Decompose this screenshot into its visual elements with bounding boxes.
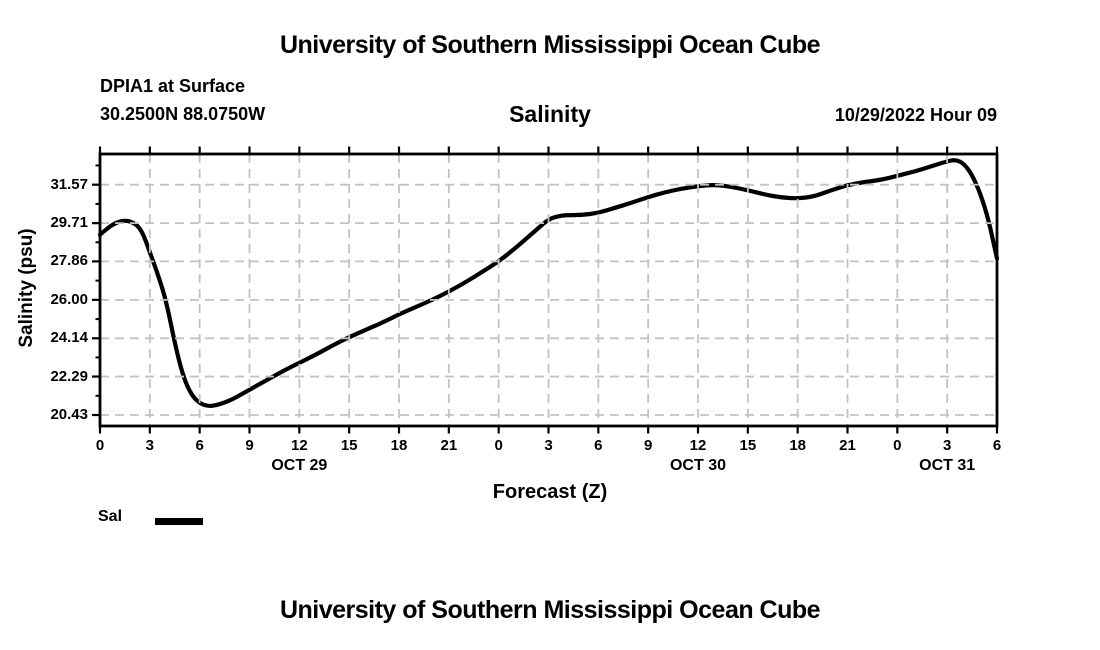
- x-tick-label: 0: [893, 437, 902, 454]
- x-tick-label: 0: [494, 437, 503, 454]
- x-tick-label: 18: [390, 437, 408, 454]
- x-tick-label: 6: [594, 437, 603, 454]
- model-run-time: 10/29/2022 Hour 09: [834, 105, 997, 125]
- x-tick-label: 12: [689, 437, 707, 454]
- x-day-label: OCT 30: [669, 457, 726, 474]
- grid-lines: [100, 154, 997, 426]
- x-tick-label: 9: [643, 437, 653, 454]
- x-tick-label: 3: [145, 437, 154, 454]
- axis-tick-marks: [92, 146, 999, 434]
- y-tick-label: 26.00: [50, 290, 88, 308]
- chart-title: Salinity: [509, 101, 591, 127]
- y-tick-label: 24.14: [50, 329, 88, 347]
- x-tick-label: 12: [290, 437, 308, 454]
- page-title: University of Southern Mississippi Ocean…: [279, 31, 821, 59]
- chart-legend: Sal: [98, 508, 203, 526]
- y-tick-label: 20.43: [50, 406, 88, 423]
- x-tick-label: 9: [245, 437, 254, 454]
- x-tick-label: 6: [992, 437, 1002, 454]
- x-tick-label: 3: [544, 437, 553, 454]
- x-tick-label: 15: [739, 437, 757, 454]
- next-page-title: University of Southern Mississippi Ocean…: [279, 596, 821, 624]
- x-tick-label: 21: [440, 437, 458, 454]
- x-tick-label: 0: [95, 437, 105, 454]
- y-tick-label: 31.57: [50, 175, 88, 193]
- salinity-line-series: [97, 158, 1000, 409]
- y-tick-label: 22.29: [50, 367, 88, 385]
- x-day-label: OCT 31: [919, 457, 976, 474]
- station-coordinates: 30.2500N 88.0750W: [100, 104, 266, 124]
- x-axis-label: Forecast (Z): [492, 481, 608, 503]
- station-label: DPIA1 at Surface: [100, 76, 246, 96]
- x-tick-label: 15: [340, 437, 358, 454]
- x-day-label: OCT 29: [271, 457, 328, 474]
- legend-line-swatch: [155, 518, 203, 525]
- y-tick-label: 27.86: [50, 252, 88, 270]
- salinity-plot: [92, 146, 1000, 434]
- x-tick-label: 18: [789, 437, 806, 454]
- legend-series-label: Sal: [98, 508, 123, 525]
- y-tick-label: 29.71: [50, 214, 88, 232]
- x-tick-label: 3: [942, 437, 952, 454]
- x-tick-label: 21: [839, 437, 856, 454]
- x-tick-label: 6: [195, 437, 204, 454]
